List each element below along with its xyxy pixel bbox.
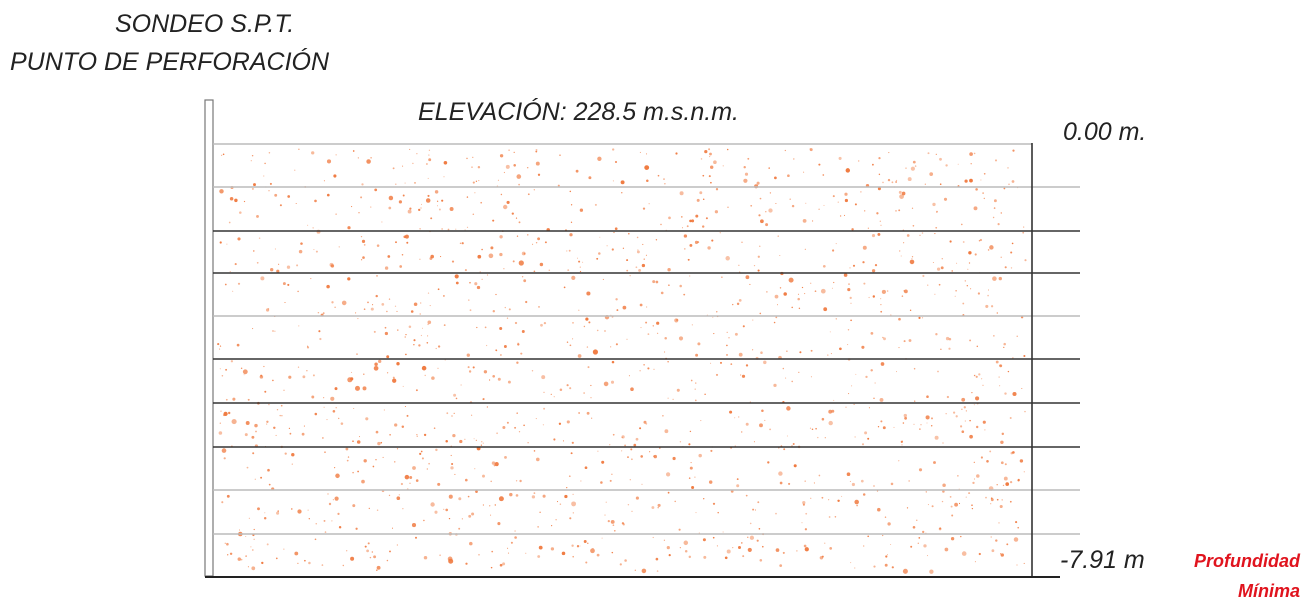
top-depth-label: 0.00 m. xyxy=(1063,118,1147,146)
minimum-depth-note: Profundidad Mínima xyxy=(1194,551,1300,601)
casing-post xyxy=(204,99,214,577)
elevation-label: ELEVACIÓN: 228.5 m.s.n.m. xyxy=(418,98,739,126)
drilling-point-subtitle: PUNTO DE PERFORACIÓN xyxy=(10,48,330,76)
borehole-title: SONDEO S.P.T. xyxy=(115,10,295,38)
layer-lines xyxy=(213,143,1080,535)
soil-speckle-fill xyxy=(217,148,1027,574)
bottom-depth-label: -7.91 m xyxy=(1060,546,1145,574)
